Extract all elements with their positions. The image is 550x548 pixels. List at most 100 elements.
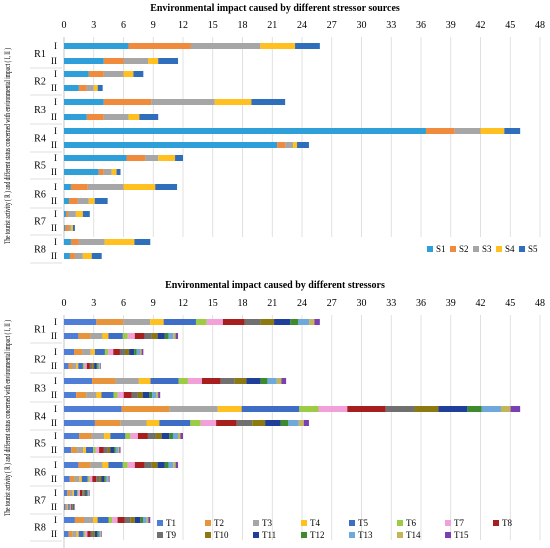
x-tick-label: 21 — [267, 298, 277, 309]
bar-segment-t3 — [90, 333, 103, 339]
bar-segment-t8 — [201, 378, 221, 384]
bar-segment-t13 — [168, 333, 174, 339]
bar-segment-t3 — [74, 476, 80, 482]
status-label: I — [54, 376, 57, 386]
status-label: II — [51, 223, 57, 233]
bar-segment-s4 — [480, 128, 505, 134]
bar-segment-t5 — [86, 447, 94, 453]
status-label: I — [54, 515, 57, 525]
status-label: II — [51, 445, 57, 455]
x-tick-label: 9 — [151, 20, 156, 31]
bar-segment-s2 — [64, 225, 69, 231]
bar-segment-t2 — [74, 349, 83, 355]
legend-label: T12 — [310, 530, 325, 540]
status-label: I — [54, 460, 57, 470]
bar-segment-t15 — [303, 420, 309, 426]
bar-segment-t8 — [86, 363, 90, 369]
bar-segment-t1 — [64, 319, 97, 325]
bar-segment-t14 — [99, 363, 100, 369]
bar-segment-t8 — [80, 490, 83, 496]
x-tick-label: 21 — [267, 20, 277, 31]
bar-segment-t6 — [108, 517, 113, 523]
bar-segment-s5 — [133, 71, 144, 77]
bar-segment-s2 — [98, 169, 104, 175]
x-tick-label: 18 — [238, 298, 248, 309]
group-label: R4 — [34, 412, 46, 423]
bar-segment-t11 — [246, 378, 261, 384]
bar-segment-s1 — [64, 99, 104, 105]
bar-segment-s1 — [64, 184, 71, 190]
bar-segment-t14 — [276, 378, 282, 384]
bar-segment-s5 — [175, 155, 183, 161]
status-label: I — [54, 97, 57, 107]
group-label: R2 — [34, 77, 46, 88]
bar-segment-t7 — [112, 517, 118, 523]
bar-segment-t8 — [113, 349, 120, 355]
bar-segment-s3 — [151, 99, 215, 105]
bar-segment-t13 — [288, 420, 299, 426]
bar-segment-t5 — [68, 504, 70, 510]
x-tick-label: 27 — [327, 298, 337, 309]
bar-segment-t2 — [68, 531, 73, 537]
bar-segment-s3 — [285, 142, 294, 148]
bar-segment-t15 — [119, 447, 121, 453]
bar-segment-t5 — [94, 349, 105, 355]
bar-segment-s3 — [77, 198, 89, 204]
chart-stressor-sources: Environmental impact caused by different… — [3, 3, 545, 264]
bar-segment-s5 — [116, 169, 121, 175]
legend-label: T2 — [214, 518, 224, 528]
bar-segment-t13 — [168, 462, 174, 468]
status-label: II — [51, 361, 57, 371]
bar-segment-t4 — [93, 517, 98, 523]
bar-segment-t12 — [140, 517, 144, 523]
legend-label: S1 — [436, 244, 446, 254]
bar-segment-t2 — [79, 433, 92, 439]
x-tick-label: 6 — [121, 20, 126, 31]
legend-swatch — [301, 520, 307, 526]
group-label: R5 — [34, 161, 46, 172]
bar-segment-t7 — [200, 420, 217, 426]
bar-segment-t9 — [144, 462, 152, 468]
bar-segment-s1 — [64, 142, 278, 148]
x-tick-label: 30 — [357, 20, 367, 31]
x-tick-label: 39 — [446, 298, 456, 309]
bar-segment-t8 — [134, 333, 145, 339]
bar-segment-t11 — [265, 420, 281, 426]
bar-segment-s3 — [103, 169, 112, 175]
x-tick-label: 0 — [62, 20, 67, 31]
bar-segment-s5 — [295, 43, 320, 49]
bar-segment-t1 — [64, 476, 70, 482]
legend-swatch — [253, 520, 259, 526]
status-label: II — [51, 196, 57, 206]
x-tick-label: 36 — [416, 20, 426, 31]
legend-swatch — [450, 246, 456, 252]
bar-segment-s2 — [69, 253, 75, 259]
bar-segment-t14 — [100, 531, 101, 537]
bar-segment-t11 — [274, 319, 291, 325]
legend-swatch — [349, 520, 355, 526]
x-tick-label: 12 — [178, 20, 188, 31]
status-label: II — [51, 474, 57, 484]
bar-segment-s5 — [97, 85, 103, 91]
bar-segment-t11 — [157, 462, 165, 468]
bar-segment-t5 — [163, 319, 196, 325]
legend-swatch — [157, 520, 163, 526]
status-label: I — [54, 317, 57, 327]
bar-segment-t11 — [110, 447, 114, 453]
bar-segment-t8 — [92, 476, 97, 482]
bar-segment-s5 — [297, 142, 309, 148]
x-tick-label: 12 — [178, 298, 188, 309]
bar-segment-t5 — [101, 392, 114, 398]
x-tick-label: 45 — [505, 298, 515, 309]
legend-label: T11 — [262, 530, 276, 540]
bar-segment-s2 — [78, 85, 87, 91]
bar-segment-t15 — [148, 517, 151, 523]
bar-segment-t1 — [64, 462, 79, 468]
bar-segment-t2 — [71, 447, 78, 453]
bar-segment-t6 — [113, 392, 118, 398]
bar-segment-t10 — [92, 363, 95, 369]
status-label: I — [54, 237, 57, 247]
bar-segment-t12 — [164, 462, 169, 468]
bar-segment-t9 — [124, 517, 131, 523]
bar-segment-s1 — [64, 169, 99, 175]
